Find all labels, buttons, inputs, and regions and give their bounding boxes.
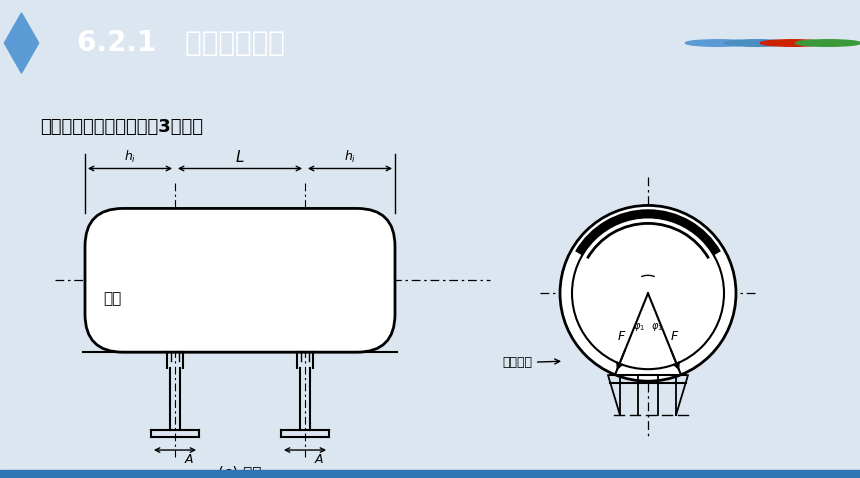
- Text: A: A: [315, 453, 323, 466]
- Text: 卧式容器的支座有三种：3．支腿: 卧式容器的支座有三种：3．支腿: [40, 118, 203, 136]
- Text: 6.2.1   卧式容器支座: 6.2.1 卧式容器支座: [77, 29, 286, 57]
- Text: 切线: 切线: [103, 291, 121, 306]
- Text: $h_i$: $h_i$: [344, 150, 356, 165]
- Polygon shape: [4, 13, 39, 73]
- Text: $\varphi_1$: $\varphi_1$: [633, 321, 645, 333]
- Circle shape: [796, 40, 860, 46]
- Text: 补强垫板: 补强垫板: [502, 356, 560, 369]
- Text: $h_i$: $h_i$: [124, 150, 136, 165]
- FancyBboxPatch shape: [85, 208, 395, 352]
- Text: F: F: [617, 330, 625, 343]
- Text: L: L: [236, 151, 244, 165]
- Circle shape: [685, 40, 751, 46]
- Text: A: A: [185, 453, 194, 466]
- Circle shape: [760, 40, 826, 46]
- Circle shape: [560, 206, 736, 381]
- Circle shape: [572, 217, 724, 369]
- Bar: [0, 470, 860, 478]
- Text: (c) 支腿: (c) 支腿: [218, 465, 261, 478]
- Text: F: F: [671, 330, 679, 343]
- Circle shape: [724, 40, 789, 46]
- Text: $\varphi_1$: $\varphi_1$: [651, 321, 663, 333]
